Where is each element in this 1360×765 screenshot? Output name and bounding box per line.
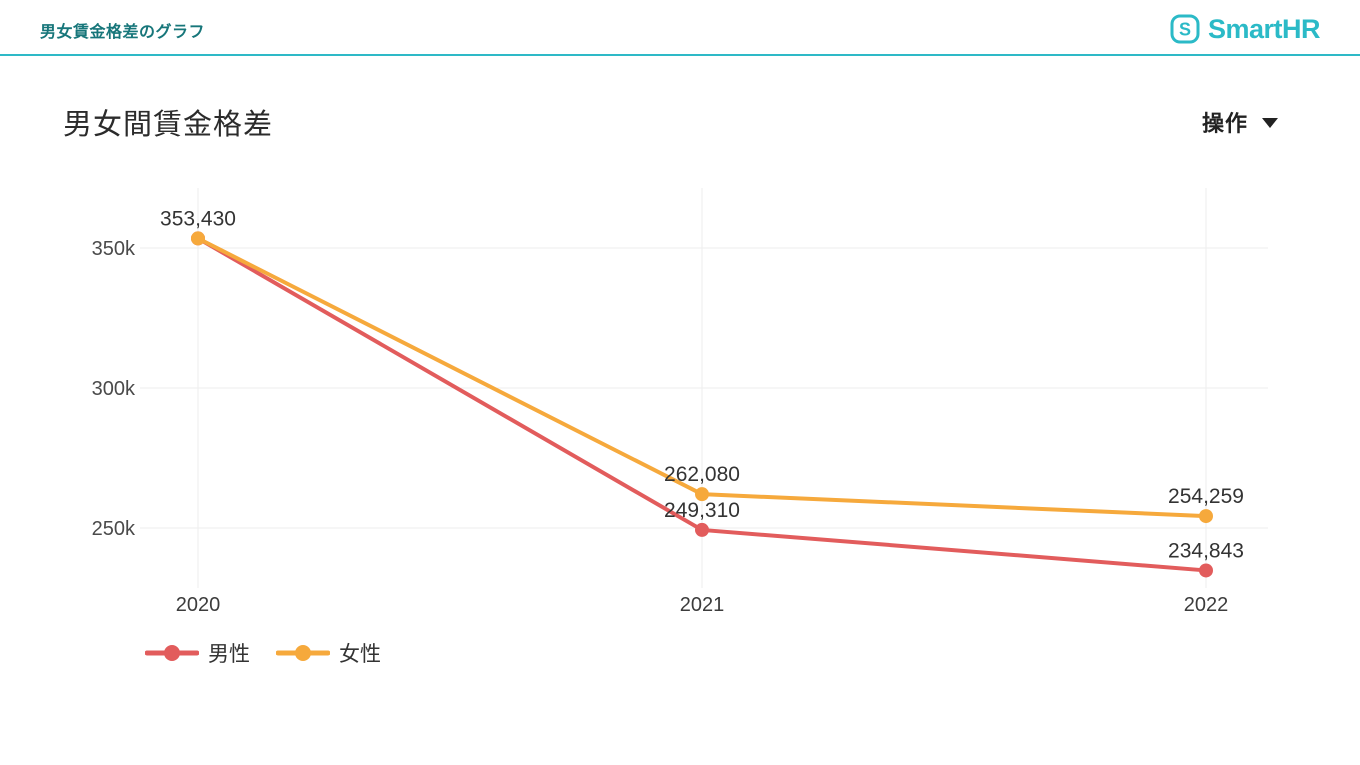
data-point-female-2022 <box>1199 509 1213 524</box>
y-axis-label: 300k <box>92 378 136 400</box>
smarthr-s-letter: S <box>1179 20 1191 40</box>
wage-gap-chart: 250k 300k 350k 2020 2021 2022 249,310 234,843 35… <box>40 183 1320 628</box>
chart-legend: 男性 女性 <box>145 638 381 668</box>
data-point-female-2021 <box>695 487 709 502</box>
actions-dropdown-label: 操作 <box>1201 111 1248 136</box>
header-title: 男女賃金格差のグラフ <box>40 24 206 41</box>
wage-gap-chart-svg: 250k 300k 350k 2020 2021 2022 249,310 234,843 35… <box>92 188 1268 616</box>
legend-marker-male-icon <box>145 645 199 661</box>
data-label-female-2021: 262,080 <box>664 463 740 486</box>
x-axis-label: 2022 <box>1184 594 1229 616</box>
legend-marker-female-icon <box>276 645 330 661</box>
smarthr-logo[interactable]: S SmartHR <box>1169 9 1321 45</box>
data-label-male-2021: 249,310 <box>664 499 740 522</box>
title-row: 男女間賃金格差 操作 <box>63 100 1280 144</box>
app-header: 男女賃金格差のグラフ S SmartHR <box>0 0 1360 56</box>
page-title: 男女間賃金格差 <box>63 109 274 141</box>
legend-label-male: 男性 <box>208 643 250 666</box>
x-axis-label: 2021 <box>680 594 725 616</box>
caret-down-icon <box>1262 118 1278 128</box>
x-axis-label: 2020 <box>176 594 221 616</box>
smarthr-logo-text: SmartHR <box>1207 13 1321 44</box>
data-label-female-2022: 254,259 <box>1168 485 1244 508</box>
data-label-male-2022: 234,843 <box>1168 539 1244 562</box>
legend-item-female[interactable]: 女性 <box>276 638 381 668</box>
legend-item-male[interactable]: 男性 <box>145 638 250 668</box>
actions-dropdown-button[interactable]: 操作 <box>1200 100 1280 144</box>
data-label-female-2020: 353,430 <box>160 207 236 230</box>
data-point-female-2020 <box>191 231 205 246</box>
y-axis-label: 350k <box>92 238 136 260</box>
smarthr-s-icon: S <box>1170 14 1200 44</box>
legend-label-female: 女性 <box>339 643 381 666</box>
y-axis-label: 250k <box>92 518 136 540</box>
data-point-male-2022 <box>1199 563 1213 578</box>
data-point-male-2021 <box>695 522 709 537</box>
